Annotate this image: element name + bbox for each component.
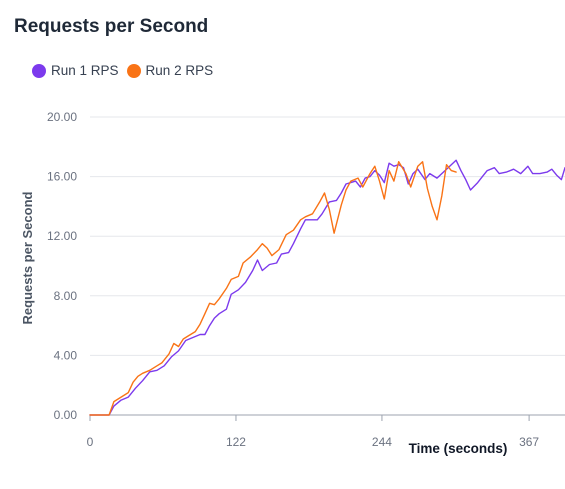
legend-dot-run-2 [126,63,141,78]
y-tick-label: 12.00 [47,229,77,243]
chart-title: Requests per Second [14,16,209,37]
series-line-run-1 [89,159,565,416]
grid-lines [90,116,565,416]
legend-item-run-1[interactable]: Run 1 RPS [32,63,119,78]
legend-label-run-2: Run 2 RPS [145,63,214,78]
series-lines [89,159,565,416]
x-tick-label: 244 [372,435,392,449]
axis-ticks: 0.00 4.00 8.00 12.00 16.00 20.00 0 122 244 367 [47,110,539,449]
y-tick-label: 16.00 [47,170,77,184]
y-tick-label: 4.00 [54,348,78,362]
x-tick-label: 0 [87,435,94,449]
series-line-run-2 [89,161,457,416]
y-tick-label: 8.00 [54,289,78,303]
legend-label-run-1: Run 1 RPS [51,63,119,78]
legend-item-run-2[interactable]: Run 2 RPS [126,63,214,78]
y-tick-label: 0.00 [54,408,78,422]
legend-dot-run-1 [32,63,46,78]
y-axis-title: Requests per Second [20,191,35,324]
x-axis-title: Time (seconds) [409,441,508,456]
x-tick-label: 122 [226,435,246,449]
x-tick-label: 367 [519,435,539,449]
legend: Run 1 RPS Run 2 RPS [32,63,221,78]
y-tick-label: 20.00 [47,110,77,124]
